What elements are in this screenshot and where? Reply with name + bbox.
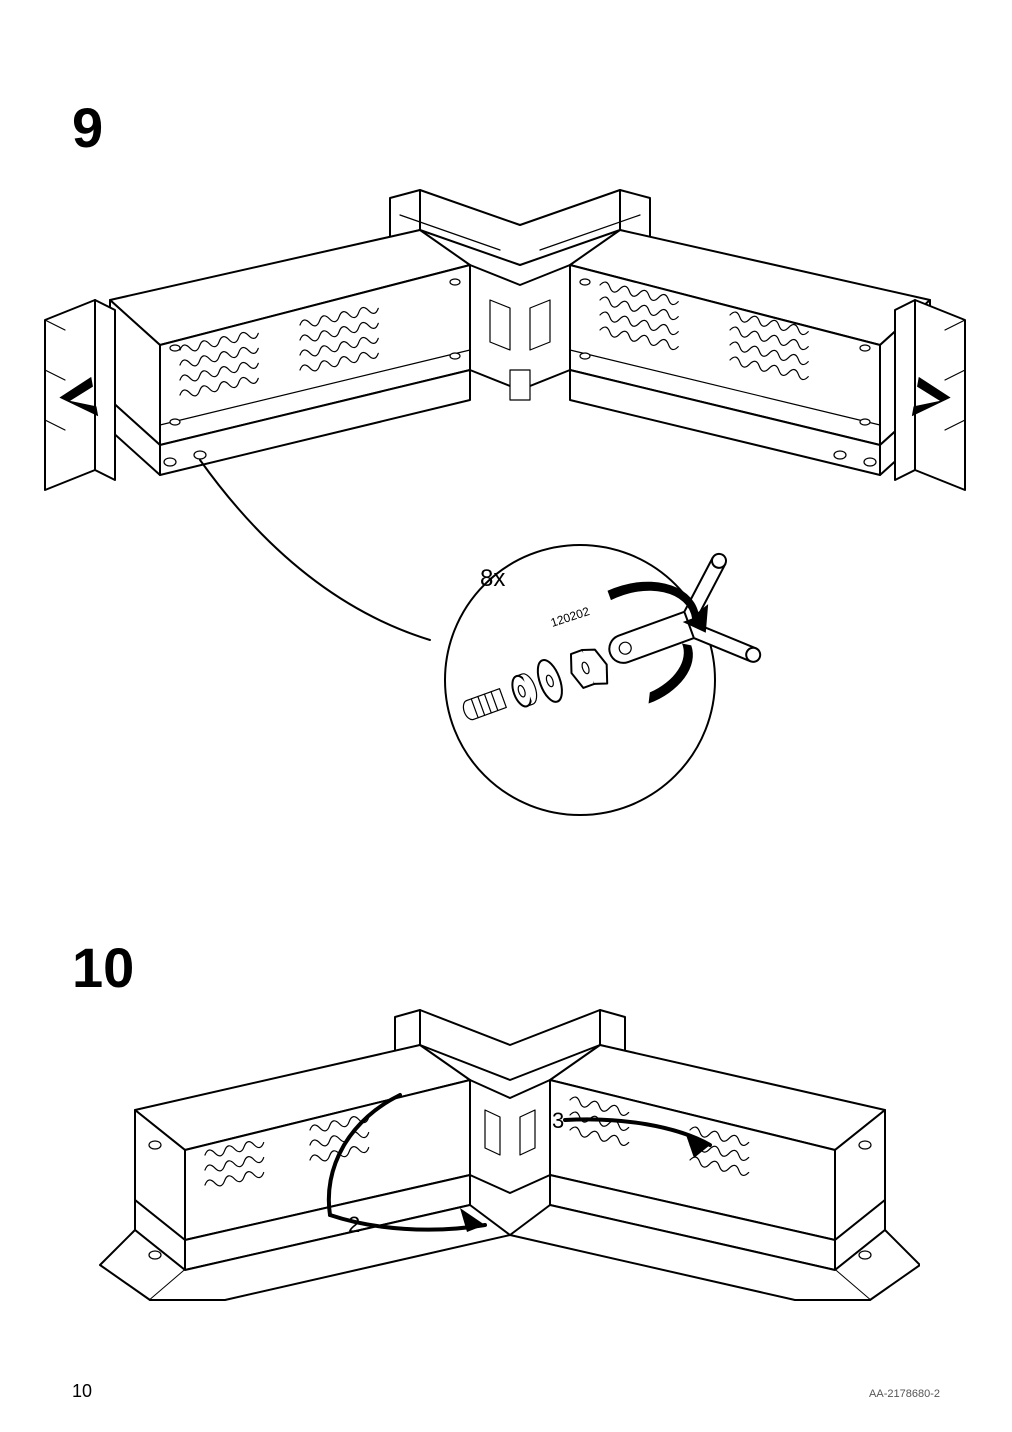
sequence-label-2: 2 bbox=[348, 1212, 360, 1238]
sequence-label-3: 3 bbox=[552, 1108, 564, 1134]
step-10-illustration: 2 3 bbox=[80, 1000, 920, 1320]
callout-quantity-label: 8x bbox=[480, 565, 505, 593]
document-id: AA-2178680-2 bbox=[869, 1388, 940, 1400]
step-10-number: 10 bbox=[72, 940, 134, 996]
step-10-svg bbox=[80, 1000, 920, 1320]
step-9-svg bbox=[40, 170, 970, 820]
page-footer: 10 AA-2178680-2 bbox=[72, 1381, 940, 1402]
page-number: 10 bbox=[72, 1381, 92, 1402]
step-9-illustration: 8x 120202 bbox=[40, 170, 970, 820]
step-9-number: 9 bbox=[72, 100, 103, 156]
